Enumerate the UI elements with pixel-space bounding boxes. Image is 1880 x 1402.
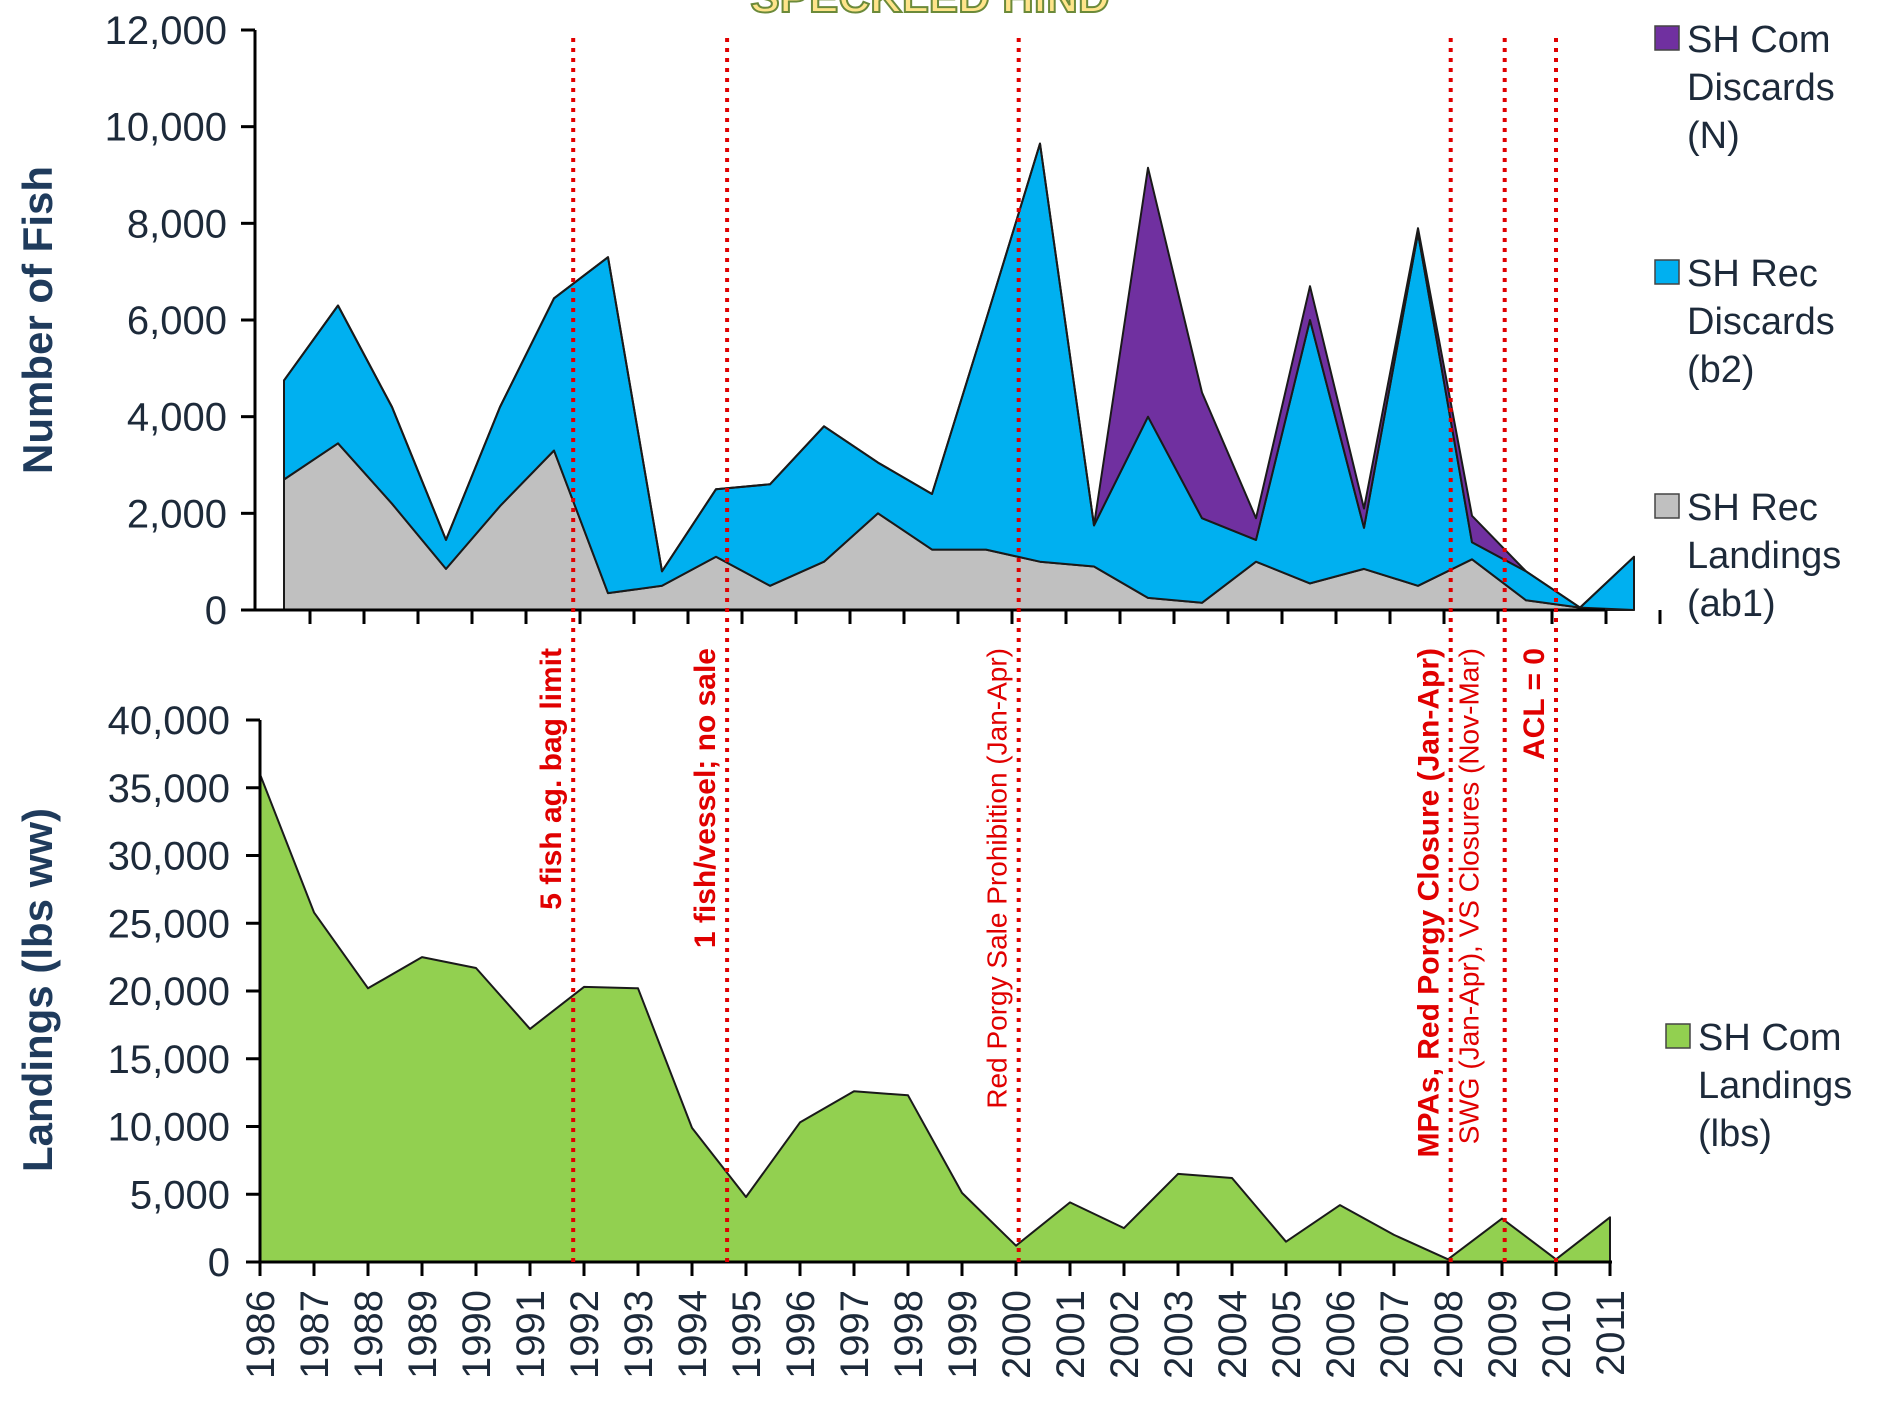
x-tick-label-1998: 1998 (887, 1290, 931, 1379)
x-tick-label-1993: 1993 (617, 1290, 661, 1379)
top-plot: 0 2,000 4,000 6,000 8,000 10,000 12,000 Number … (14, 9, 1662, 633)
bottom-y-tick-label: 15,000 (108, 1038, 230, 1082)
x-tick-label-1990: 1990 (455, 1290, 499, 1379)
legend-label-sh-rec-discards-b2: SH Rec (1687, 253, 1818, 295)
x-tick-label-2002: 2002 (1103, 1290, 1147, 1379)
legend-swatch-sh-rec-landings-ab1 (1654, 493, 1680, 519)
top-y-tick-label: 12,000 (105, 9, 227, 53)
bottom-y-axis-title: Landings (lbs ww) (14, 808, 61, 1172)
bottom-plot: 0 5,000 10,000 15,000 20,000 25,000 30,000 35,0… (14, 699, 1612, 1285)
legend-bottom: SH Com Landings (lbs) (1665, 1017, 1852, 1155)
x-tick-label-1999: 1999 (941, 1290, 985, 1379)
legend-label-sh-com-discards-n: (N) (1687, 115, 1740, 157)
regulation-annotation: 1 fish/vessel; no sale (689, 648, 722, 948)
regulation-annotation: Red Porgy Sale Prohibition (Jan-Apr) (982, 648, 1013, 1109)
legend-swatch-sh-com-discards-n (1654, 25, 1680, 51)
x-tick-label-2011: 2011 (1589, 1290, 1633, 1376)
legend-label-sh-rec-discards-b2: (b2) (1687, 349, 1755, 391)
x-tick-label-1994: 1994 (671, 1290, 715, 1379)
x-tick-label-2000: 2000 (995, 1290, 1039, 1379)
area-sh-com-landings-lbs (259, 773, 1611, 1263)
x-tick-label-2003: 2003 (1157, 1290, 1201, 1379)
x-tick-label-2004: 2004 (1211, 1290, 1255, 1379)
x-tick-label-1986: 1986 (239, 1290, 283, 1379)
x-tick-label-1988: 1988 (347, 1290, 391, 1379)
top-y-tick-label: 8,000 (127, 202, 227, 246)
regulation-annotation: ACL = 0 (1518, 648, 1551, 760)
top-y-tick-label: 4,000 (127, 396, 227, 440)
legend-label-sh-com-landings-lbs: Landings (1698, 1065, 1852, 1107)
top-y-axis-title: Number of Fish (14, 166, 61, 474)
legend-label-sh-rec-landings-ab1: SH Rec (1687, 487, 1818, 529)
bottom-y-tick-label: 0 (208, 1241, 230, 1285)
legend-label-sh-com-discards-n: Discards (1687, 67, 1835, 109)
legend-swatch-sh-rec-discards-b2 (1654, 259, 1680, 285)
x-tick-label-1996: 1996 (779, 1290, 823, 1379)
regulation-annotation: SWG (Jan-Apr), VS Closures (Nov-Mar) (1454, 648, 1485, 1144)
bottom-y-tick-label: 30,000 (108, 835, 230, 879)
bottom-y-tick-label: 35,000 (108, 767, 230, 811)
x-tick-label-1991: 1991 (509, 1290, 553, 1379)
legend-label-sh-com-landings-lbs: SH Com (1698, 1017, 1842, 1059)
year-axis-labels: 1986 1987 1988 1989 1990 1991 1992 1993 1994 1995… (239, 1290, 1633, 1379)
legend-label-sh-rec-landings-ab1: Landings (1687, 535, 1841, 577)
chart-title: SPECKLED HIND (750, 0, 1109, 22)
top-y-tick-label: 0 (205, 589, 227, 633)
regulation-annotation: 5 fish ag. bag limit (535, 648, 568, 910)
x-tick-label-1995: 1995 (725, 1290, 769, 1379)
x-tick-label-2009: 2009 (1481, 1290, 1525, 1379)
bottom-y-tick-label: 40,000 (108, 699, 230, 743)
regulation-annotation: MPAs, Red Porgy Closure (Jan-Apr) (1413, 648, 1446, 1158)
bottom-y-tick-label: 20,000 (108, 970, 230, 1014)
x-tick-label-2005: 2005 (1265, 1290, 1309, 1379)
bottom-y-tick-label: 25,000 (108, 902, 230, 946)
top-y-tick-label: 2,000 (127, 492, 227, 536)
x-tick-label-2007: 2007 (1373, 1290, 1417, 1379)
legend-swatch-sh-com-landings-lbs (1665, 1023, 1691, 1049)
legend-label-sh-com-discards-n: SH Com (1687, 19, 1831, 61)
x-tick-label-1992: 1992 (563, 1290, 607, 1379)
bottom-y-tick-label: 5,000 (130, 1173, 230, 1217)
top-y-tick-label: 6,000 (127, 299, 227, 343)
legend-label-sh-rec-landings-ab1: (ab1) (1687, 583, 1776, 625)
bottom-y-tick-label: 10,000 (108, 1106, 230, 1150)
x-tick-label-2010: 2010 (1535, 1290, 1579, 1379)
x-tick-label-2001: 2001 (1049, 1290, 1093, 1379)
x-tick-label-1987: 1987 (293, 1290, 337, 1379)
area-sh-com-discards-n (283, 142, 1635, 609)
legend-top: SH Com Discards (N) SH Rec Discards (b2) SH Re… (1654, 19, 1841, 625)
x-tick-label-1989: 1989 (401, 1290, 445, 1379)
x-tick-label-1997: 1997 (833, 1290, 877, 1379)
regulation-lines: 5 fish ag. bag limit 1 fish/vessel; no sa… (535, 38, 1558, 1262)
x-tick-label-2006: 2006 (1319, 1290, 1363, 1379)
x-tick-label-2008: 2008 (1427, 1290, 1471, 1379)
legend-label-sh-rec-discards-b2: Discards (1687, 301, 1835, 343)
top-y-tick-label: 10,000 (105, 106, 227, 150)
legend-label-sh-com-landings-lbs: (lbs) (1698, 1113, 1772, 1155)
